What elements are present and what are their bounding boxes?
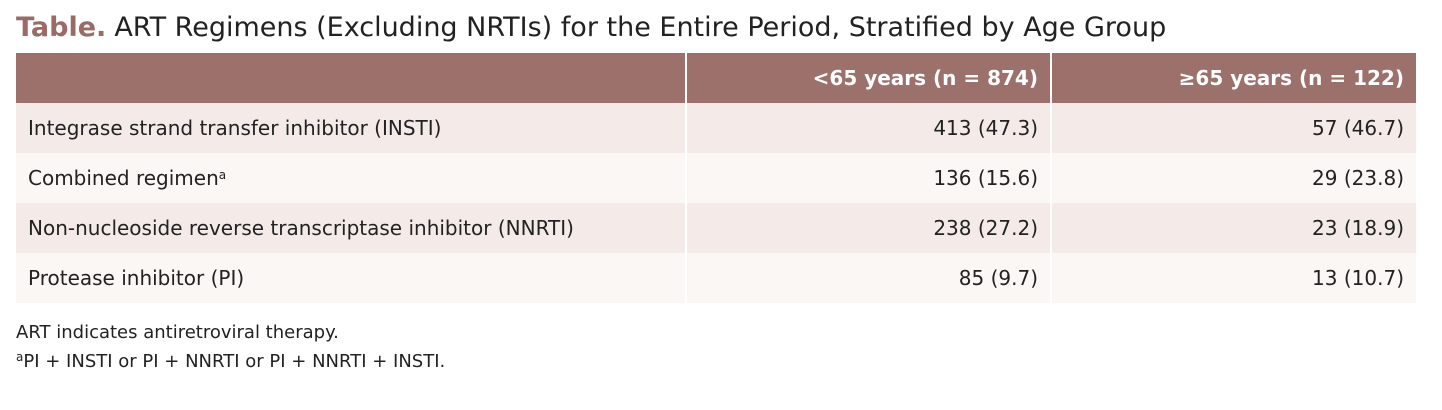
footnotes: ART indicates antiretroviral therapy. aPI… bbox=[16, 320, 445, 374]
header-cell bbox=[16, 53, 686, 103]
title-label: Table. bbox=[16, 12, 107, 43]
value-cell: 23 (18.9) bbox=[1050, 203, 1416, 253]
table: <65 years (n = 874) ≥65 years (n = 122) … bbox=[16, 53, 1416, 303]
table-title: Table. ART Regimens (Excluding NRTIs) for… bbox=[16, 12, 1166, 43]
value-cell: 29 (23.8) bbox=[1050, 153, 1416, 203]
footnote: aPI + INSTI or PI + NNRTI or PI + NNRTI … bbox=[16, 345, 445, 374]
table-row: Non-nucleoside reverse transcriptase inh… bbox=[16, 203, 1416, 253]
row-label: Combined regimen bbox=[28, 166, 219, 190]
row-label-cell: Combined regimena bbox=[16, 153, 686, 203]
header-row: <65 years (n = 874) ≥65 years (n = 122) bbox=[16, 53, 1416, 103]
row-label: Non-nucleoside reverse transcriptase inh… bbox=[28, 216, 574, 240]
header-cell: <65 years (n = 874) bbox=[685, 53, 1051, 103]
footnote-marker: a bbox=[218, 168, 227, 182]
footnote-marker: a bbox=[16, 350, 24, 364]
footnote-text: ART indicates antiretroviral therapy. bbox=[16, 322, 339, 343]
value-cell: 136 (15.6) bbox=[685, 153, 1051, 203]
title-text: ART Regimens (Excluding NRTIs) for the E… bbox=[114, 12, 1167, 43]
header-cell: ≥65 years (n = 122) bbox=[1050, 53, 1416, 103]
table-row: Integrase strand transfer inhibitor (INS… bbox=[16, 103, 1416, 153]
row-label-cell: Non-nucleoside reverse transcriptase inh… bbox=[16, 203, 686, 253]
value-cell: 85 (9.7) bbox=[685, 253, 1051, 303]
row-label: Protease inhibitor (PI) bbox=[28, 266, 245, 290]
footnote-text: PI + INSTI or PI + NNRTI or PI + NNRTI +… bbox=[23, 351, 446, 372]
table-row: Protease inhibitor (PI) 85 (9.7) 13 (10.7) bbox=[16, 253, 1416, 303]
row-label-cell: Integrase strand transfer inhibitor (INS… bbox=[16, 103, 686, 153]
row-label-cell: Protease inhibitor (PI) bbox=[16, 253, 686, 303]
value-cell: 13 (10.7) bbox=[1050, 253, 1416, 303]
value-cell: 57 (46.7) bbox=[1050, 103, 1416, 153]
value-cell: 238 (27.2) bbox=[685, 203, 1051, 253]
row-label: Integrase strand transfer inhibitor (INS… bbox=[28, 116, 442, 140]
footnote: ART indicates antiretroviral therapy. bbox=[16, 320, 445, 345]
table-body: Integrase strand transfer inhibitor (INS… bbox=[16, 103, 1416, 303]
table-row: Combined regimena 136 (15.6) 29 (23.8) bbox=[16, 153, 1416, 203]
value-cell: 413 (47.3) bbox=[685, 103, 1051, 153]
